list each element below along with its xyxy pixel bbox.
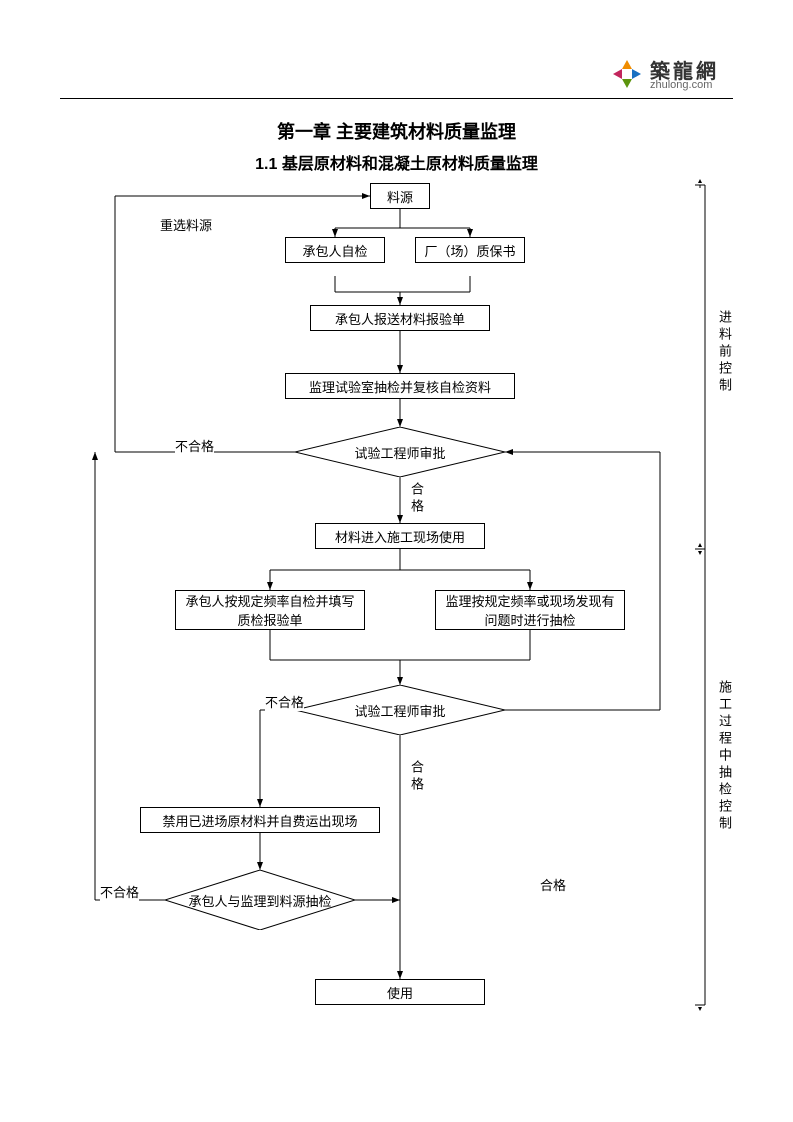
d3-label: 承包人与监理到料源抽检 xyxy=(165,870,355,930)
lbl-d2-pass-down: 合格 xyxy=(407,760,426,794)
node-right2: 监理按规定频率或现场发现有问题时进行抽检 xyxy=(435,590,625,630)
decision-d1: 试验工程师审批 xyxy=(295,427,505,477)
lbl-d3-fail: 不合格 xyxy=(100,882,139,901)
lbl-d2-fail: 不合格 xyxy=(265,692,304,711)
logo: 築龍網 zhulong.com xyxy=(610,55,740,95)
d1-label: 试验工程师审批 xyxy=(295,427,505,477)
node-ban: 禁用已进场原材料并自费运出现场 xyxy=(140,807,380,833)
lbl-reselect: 重选料源 xyxy=(160,215,212,234)
section-title: 1.1 基层原材料和混凝土原材料质量监理 xyxy=(0,150,793,174)
decision-d3: 承包人与监理到料源抽检 xyxy=(165,870,355,930)
node-factory: 厂（场）质保书 xyxy=(415,237,525,263)
chapter-title: 第一章 主要建筑材料质量监理 xyxy=(0,118,793,144)
node-enter: 材料进入施工现场使用 xyxy=(315,523,485,549)
node-src: 料源 xyxy=(370,183,430,209)
bracket2-label: 施工过程中抽检控制 xyxy=(715,680,734,833)
decision-d2: 试验工程师审批 xyxy=(295,685,505,735)
lbl-d2-pass-right: 合格 xyxy=(540,875,566,894)
node-use: 使用 xyxy=(315,979,485,1005)
d2-label: 试验工程师审批 xyxy=(295,685,505,735)
bracket1-label: 进料前控制 xyxy=(715,310,734,395)
lbl-d1-pass: 合格 xyxy=(407,482,426,516)
node-left2: 承包人按规定频率自检并填写质检报验单 xyxy=(175,590,365,630)
node-submit: 承包人报送材料报验单 xyxy=(310,305,490,331)
logo-url: zhulong.com xyxy=(650,79,712,91)
node-labreview: 监理试验室抽检并复核自检资料 xyxy=(285,373,515,399)
node-selfcheck: 承包人自检 xyxy=(285,237,385,263)
logo-icon xyxy=(610,57,644,91)
header-rule xyxy=(60,98,733,99)
lbl-d1-fail: 不合格 xyxy=(175,436,214,455)
